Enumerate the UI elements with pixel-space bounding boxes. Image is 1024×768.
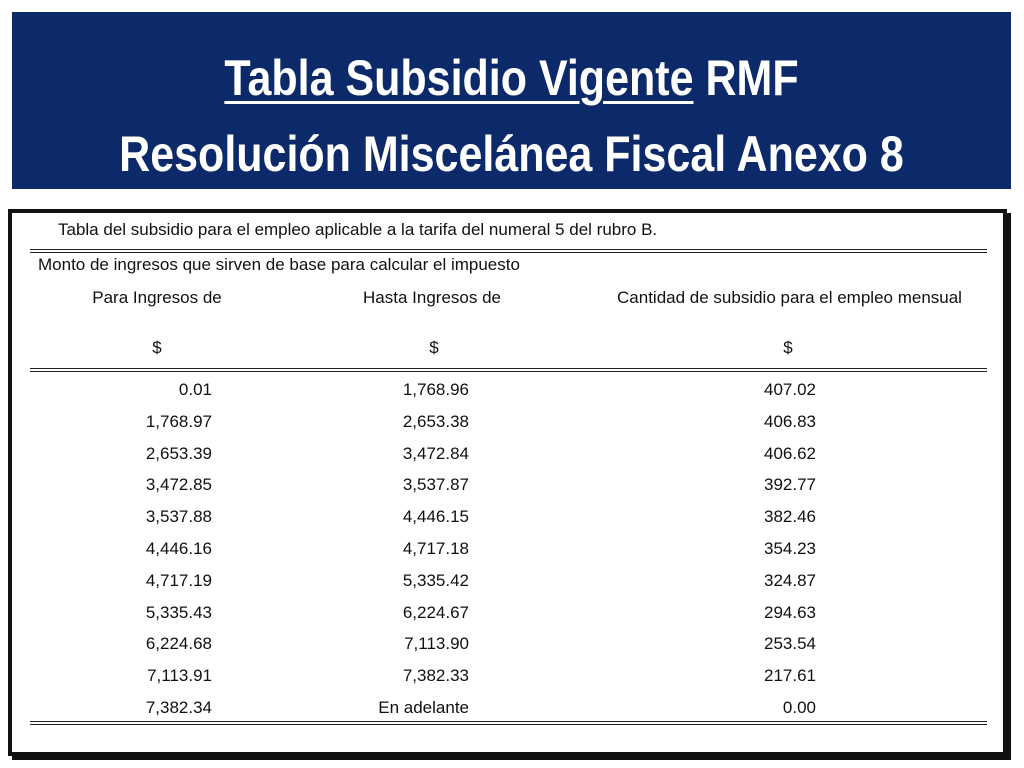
subsidy-table-panel: Tabla del subsidio para el empleo aplica… — [8, 209, 1007, 756]
currency-from: $ — [152, 338, 162, 357]
table-group-label: Monto de ingresos que sirven de base par… — [38, 255, 520, 274]
cell-from: 1,768.97 — [145, 411, 212, 431]
currency-to: $ — [429, 338, 439, 357]
cell-from: 7,382.34 — [145, 698, 212, 717]
cell-to: 3,472.84 — [402, 443, 469, 463]
cell-to: 7,382.33 — [402, 666, 469, 686]
cell-subsidy: 406.62 — [764, 443, 816, 463]
table-row: 6,224.68 7,113.90 253.54 — [12, 628, 1003, 660]
cell-from: 0.01 — [178, 380, 212, 399]
table-bottom-rule — [30, 721, 987, 725]
cell-to: 7,113.90 — [404, 634, 469, 654]
table-row: 3,537.88 4,446.15 382.46 — [12, 501, 1003, 533]
table-row: 1,768.97 2,653.38 406.83 — [12, 406, 1003, 438]
cell-from: 4,717.19 — [145, 570, 212, 590]
table-row: 2,653.39 3,472.84 406.62 — [12, 438, 1003, 470]
cell-from: 4,446.16 — [145, 539, 212, 558]
cell-subsidy: 253.54 — [764, 634, 816, 654]
cell-to: 4,446.15 — [402, 507, 469, 527]
header-bottom-rule — [30, 368, 987, 372]
column-header-to: Hasta Ingresos de — [363, 288, 501, 307]
cell-subsidy: 354.23 — [764, 539, 816, 558]
table-caption: Tabla del subsidio para el empleo aplica… — [58, 220, 658, 239]
column-header-from: Para Ingresos de — [92, 288, 222, 307]
column-header-subsidy: Cantidad de subsidio para el empleo mens… — [617, 288, 962, 307]
slide-title: Tabla Subsidio Vigente RMF — [82, 48, 941, 108]
title-banner: Tabla Subsidio Vigente RMF Resolución Mi… — [12, 12, 1011, 189]
table-row: 0.01 1,768.96 407.02 — [12, 374, 1003, 406]
slide-title-rest: RMF — [693, 50, 799, 106]
table-row: 7,113.91 7,382.33 217.61 — [12, 660, 1003, 692]
cell-subsidy: 406.83 — [764, 411, 816, 431]
table-row: 4,446.16 4,717.18 354.23 — [12, 533, 1003, 565]
cell-to: En adelante — [378, 698, 469, 717]
cell-to: 5,335.42 — [402, 570, 469, 590]
cell-from: 3,472.85 — [145, 475, 212, 495]
cell-from: 7,113.91 — [147, 666, 212, 686]
table-row: 3,472.85 3,537.87 392.77 — [12, 469, 1003, 501]
cell-subsidy: 407.02 — [764, 380, 816, 399]
cell-to: 6,224.67 — [402, 602, 469, 622]
cell-from: 2,653.39 — [145, 443, 212, 463]
table-row: 7,382.34 En adelante 0.00 — [12, 692, 1003, 724]
table-row: 4,717.19 5,335.42 324.87 — [12, 565, 1003, 597]
cell-from: 6,224.68 — [145, 634, 212, 654]
slide-subtitle: Resolución Miscelánea Fiscal Anexo 8 — [119, 126, 904, 182]
header-top-rule — [30, 249, 987, 253]
cell-subsidy: 294.63 — [764, 602, 816, 622]
cell-from: 5,335.43 — [145, 602, 212, 622]
cell-to: 2,653.38 — [402, 411, 469, 431]
table-row: 5,335.43 6,224.67 294.63 — [12, 597, 1003, 629]
cell-subsidy: 217.61 — [764, 666, 816, 686]
cell-to: 3,537.87 — [402, 475, 469, 495]
cell-to: 1,768.96 — [402, 380, 469, 399]
slide-title-underlined: Tabla Subsidio Vigente — [224, 50, 694, 106]
cell-subsidy: 392.77 — [764, 475, 816, 495]
cell-subsidy: 0.00 — [782, 698, 816, 717]
cell-subsidy: 382.46 — [764, 507, 816, 527]
cell-from: 3,537.88 — [145, 507, 212, 527]
cell-subsidy: 324.87 — [764, 570, 816, 590]
cell-to: 4,717.18 — [402, 539, 469, 558]
currency-subsidy: $ — [783, 338, 793, 357]
